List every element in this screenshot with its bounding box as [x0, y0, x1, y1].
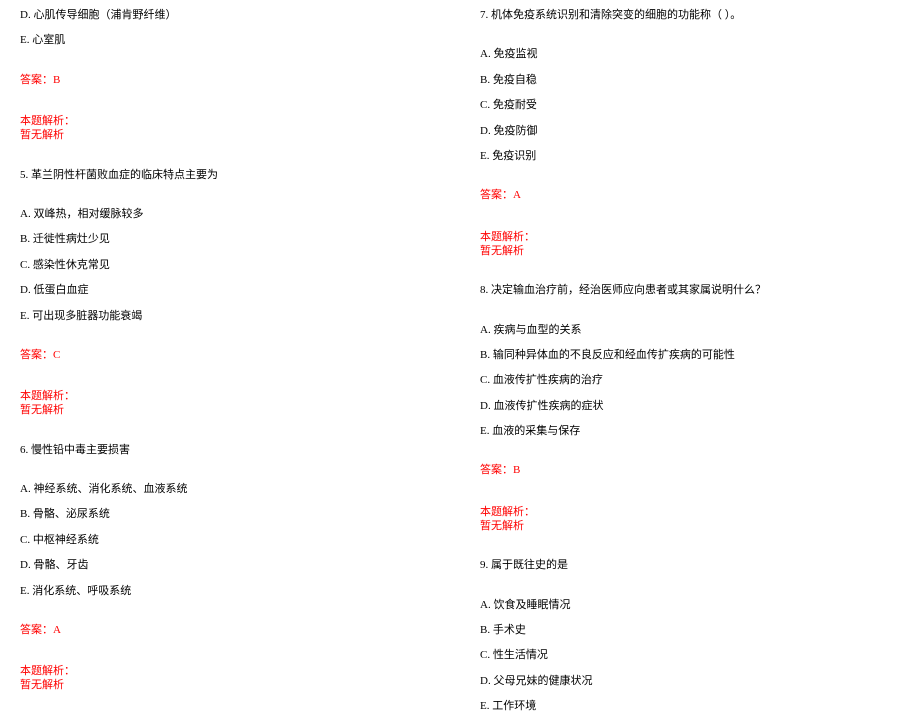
q5-option-e: E. 可出现多脏器功能衰竭 [20, 309, 440, 324]
q8-title: 8. 决定输血治疗前，经治医师应向患者或其家属说明什么？ [480, 283, 900, 298]
q9-option-d: D. 父母兄妹的健康状况 [480, 674, 900, 689]
q7-option-c: C. 免疫耐受 [480, 98, 900, 113]
q9-option-e: E. 工作环境 [480, 699, 900, 714]
q5-title: 5. 革兰阴性杆菌败血症的临床特点主要为 [20, 168, 440, 183]
q5-option-c: C. 感染性休克常见 [20, 258, 440, 273]
q7-option-b: B. 免疫自稳 [480, 73, 900, 88]
q6-option-b: B. 骨骼、泌尿系统 [20, 507, 440, 522]
q4-answer: 答案：B [20, 73, 440, 88]
q8-option-e: E. 血液的采集与保存 [480, 424, 900, 439]
q6-explanation-body: 暂无解析 [20, 678, 440, 693]
q7-option-d: D. 免疫防御 [480, 124, 900, 139]
q7-explanation-label: 本题解析： [480, 228, 900, 244]
q8-option-a: A. 疾病与血型的关系 [480, 323, 900, 338]
q5-option-b: B. 迁徙性病灶少见 [20, 232, 440, 247]
q5-option-a: A. 双峰热，相对缓脉较多 [20, 207, 440, 222]
q5-answer: 答案：C [20, 348, 440, 363]
q8-option-b: B. 输同种异体血的不良反应和经血传扩疾病的可能性 [480, 348, 900, 363]
q5-option-d: D. 低蛋白血症 [20, 283, 440, 298]
q8-explanation-body: 暂无解析 [480, 519, 900, 534]
q7-answer: 答案：A [480, 188, 900, 203]
q4-option-e: E. 心室肌 [20, 33, 440, 48]
q8-answer: 答案：B [480, 463, 900, 478]
q6-option-e: E. 消化系统、呼吸系统 [20, 584, 440, 599]
q4-option-d: D. 心肌传导细胞（浦肯野纤维） [20, 8, 440, 23]
q6-explanation-label: 本题解析： [20, 662, 440, 678]
q6-title: 6. 慢性铅中毒主要损害 [20, 443, 440, 458]
q8-explanation-label: 本题解析： [480, 503, 900, 519]
q9-title: 9. 属于既往史的是 [480, 558, 900, 573]
q8-option-d: D. 血液传扩性疾病的症状 [480, 399, 900, 414]
q4-explanation-label: 本题解析： [20, 112, 440, 128]
q8-option-c: C. 血液传扩性疾病的治疗 [480, 373, 900, 388]
q5-explanation-label: 本题解析： [20, 387, 440, 403]
q7-title: 7. 机体免疫系统识别和清除突变的细胞的功能称（ ）。 [480, 8, 900, 23]
q6-option-c: C. 中枢神经系统 [20, 533, 440, 548]
q9-option-b: B. 手术史 [480, 623, 900, 638]
q6-option-a: A. 神经系统、消化系统、血液系统 [20, 482, 440, 497]
q5-explanation-body: 暂无解析 [20, 403, 440, 418]
q9-option-a: A. 饮食及睡眠情况 [480, 598, 900, 613]
q7-option-a: A. 免疫监视 [480, 47, 900, 62]
q7-option-e: E. 免疫识别 [480, 149, 900, 164]
q6-answer: 答案：A [20, 623, 440, 638]
q4-explanation-body: 暂无解析 [20, 128, 440, 143]
right-column: 7. 机体免疫系统识别和清除突变的细胞的功能称（ ）。 A. 免疫监视 B. 免… [480, 8, 900, 643]
left-column: D. 心肌传导细胞（浦肯野纤维） E. 心室肌 答案：B 本题解析： 暂无解析 … [20, 8, 440, 643]
q6-option-d: D. 骨骼、牙齿 [20, 558, 440, 573]
q7-explanation-body: 暂无解析 [480, 244, 900, 259]
